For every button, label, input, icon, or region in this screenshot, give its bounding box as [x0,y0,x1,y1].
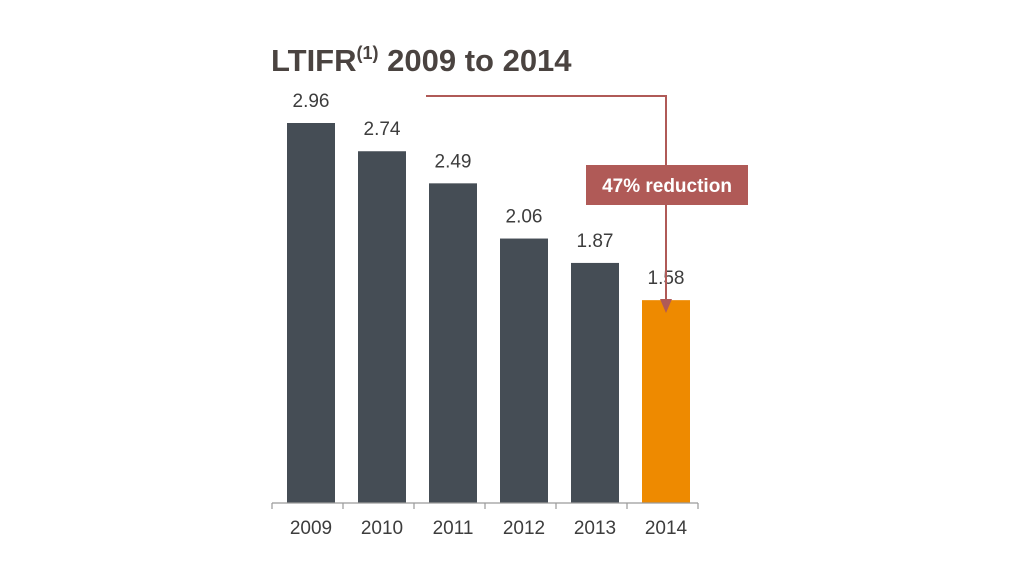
tick-label-2010: 2010 [361,518,403,539]
bars-group [287,123,690,504]
bar-2011 [429,183,477,504]
reduction-arrow-head [660,299,672,313]
reduction-annotation: 47% reduction [426,95,748,313]
value-label-2012: 2.06 [506,207,543,228]
value-label-2013: 1.87 [577,231,614,252]
bar-2009 [287,123,335,503]
tick-label-2014: 2014 [645,518,688,539]
tick-label-2009: 2009 [290,518,332,539]
chart-title-superscript: (1) [357,43,379,63]
tick-label-2012: 2012 [503,518,545,539]
chart-title-suffix: 2009 to 2014 [379,43,573,78]
bar-2014 [642,300,690,503]
reduction-badge-text: 47% reduction [602,176,732,197]
chart-title-main: LTIFR [271,43,357,78]
chart-title: LTIFR(1) 2009 to 2014 [271,43,572,78]
tick-label-2013: 2013 [574,518,616,539]
reduction-arrow-line [426,95,667,300]
bar-2013 [571,262,619,503]
bar-2010 [358,151,406,504]
value-label-2010: 2.74 [364,119,401,140]
x-axis: 2009 2010 2011 2012 2013 2014 [271,502,699,539]
reduction-badge [586,165,748,205]
tick-label-2011: 2011 [433,518,474,539]
value-label-2009: 2.96 [293,91,330,112]
bar-2012 [500,238,548,504]
value-label-2011: 2.49 [435,151,472,172]
